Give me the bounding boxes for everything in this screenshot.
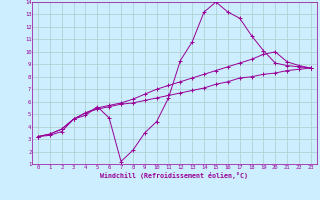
X-axis label: Windchill (Refroidissement éolien,°C): Windchill (Refroidissement éolien,°C) bbox=[100, 172, 248, 179]
